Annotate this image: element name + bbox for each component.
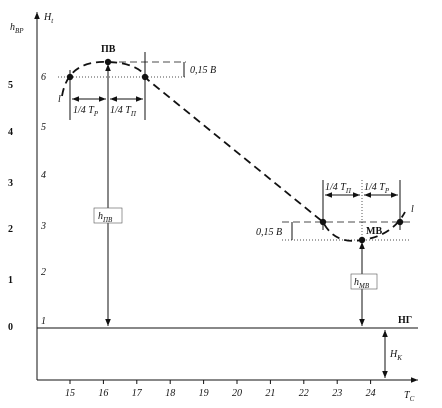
- x-tick-label: 15: [65, 388, 75, 399]
- datum-label: НГ: [398, 315, 412, 326]
- height-label-main: H: [389, 349, 398, 360]
- y-right-label: Ht: [43, 12, 54, 25]
- right-scale-label: 3: [40, 221, 46, 232]
- x-tick-label: 24: [366, 388, 376, 399]
- label-box: [350, 273, 378, 290]
- x-tick-label: 23: [332, 388, 342, 399]
- curve-mark: l: [58, 94, 61, 105]
- curve-point: [66, 73, 74, 81]
- left-scale-label: 5: [8, 80, 13, 91]
- quarter-label-sub: П: [345, 187, 352, 195]
- x-tick-label: 17: [132, 388, 143, 399]
- x-axis-label-sub: C: [410, 395, 415, 403]
- quarter-label: 1/4 TП: [325, 182, 352, 195]
- delta-label: 0,15 В: [256, 227, 282, 238]
- x-tick-label: 22: [299, 388, 309, 399]
- height-label-sub: К: [396, 354, 402, 362]
- y-left-label-main: h: [10, 22, 15, 33]
- height-label: hПВ: [98, 211, 113, 224]
- right-scale-label: 1: [41, 316, 46, 327]
- left-scale-label: 4: [8, 127, 13, 138]
- quarter-label-main: 1/4 T: [325, 182, 347, 193]
- quarter-label-sub: П: [130, 110, 137, 118]
- tide-curve: [61, 61, 406, 242]
- height-label-main: h: [98, 211, 103, 222]
- y-right-label-main: H: [43, 12, 52, 23]
- right-scale-label: 4: [41, 170, 46, 181]
- y-right-label-sub: t: [51, 17, 54, 25]
- curve-mark: l: [411, 204, 414, 215]
- quarter-label-sub: P: [93, 110, 99, 118]
- x-tick-label: 19: [199, 388, 209, 399]
- height-label: HК: [389, 349, 402, 362]
- height-label-sub: ПВ: [102, 216, 113, 224]
- x-tick-label: 21: [265, 388, 275, 399]
- right-scale-label: 5: [41, 122, 46, 133]
- quarter-label-main: 1/4 T: [73, 105, 95, 116]
- quarter-label-main: 1/4 T: [110, 105, 132, 116]
- delta-label: 0,15 В: [190, 65, 216, 76]
- left-scale-label: 2: [8, 224, 13, 235]
- left-scale-label: 1: [8, 275, 13, 286]
- y-left-label: hВР: [10, 22, 24, 35]
- label-box: [93, 207, 123, 224]
- right-scale-label: 2: [41, 267, 46, 278]
- quarter-label: 1/4 TП: [110, 105, 137, 118]
- left-scale-label: 3: [8, 178, 13, 189]
- low-water-point: [358, 236, 366, 244]
- right-scale-label: 6: [41, 72, 46, 83]
- curve-point: [396, 218, 404, 226]
- quarter-label-sub: P: [384, 187, 390, 195]
- x-tick-label: 20: [232, 388, 242, 399]
- y-left-label-sub: ВР: [15, 27, 24, 35]
- quarter-label: 1/4 TP: [73, 105, 99, 118]
- high-water-label: ПВ: [101, 44, 116, 55]
- curve-point: [141, 73, 149, 81]
- height-label: hМВ: [354, 277, 370, 290]
- quarter-label: 1/4 TP: [364, 182, 390, 195]
- x-tick-label: 18: [165, 388, 175, 399]
- left-scale-label: 0: [8, 322, 13, 333]
- height-label-main: h: [354, 277, 359, 288]
- x-tick-label: 16: [98, 388, 108, 399]
- height-label-sub: МВ: [358, 282, 370, 290]
- high-water-point: [104, 58, 112, 66]
- x-axis-label-main: T: [404, 390, 411, 401]
- quarter-label-main: 1/4 T: [364, 182, 386, 193]
- x-axis-label: TC: [404, 390, 415, 403]
- low-water-label: МВ: [366, 226, 382, 237]
- curve-point: [319, 218, 327, 226]
